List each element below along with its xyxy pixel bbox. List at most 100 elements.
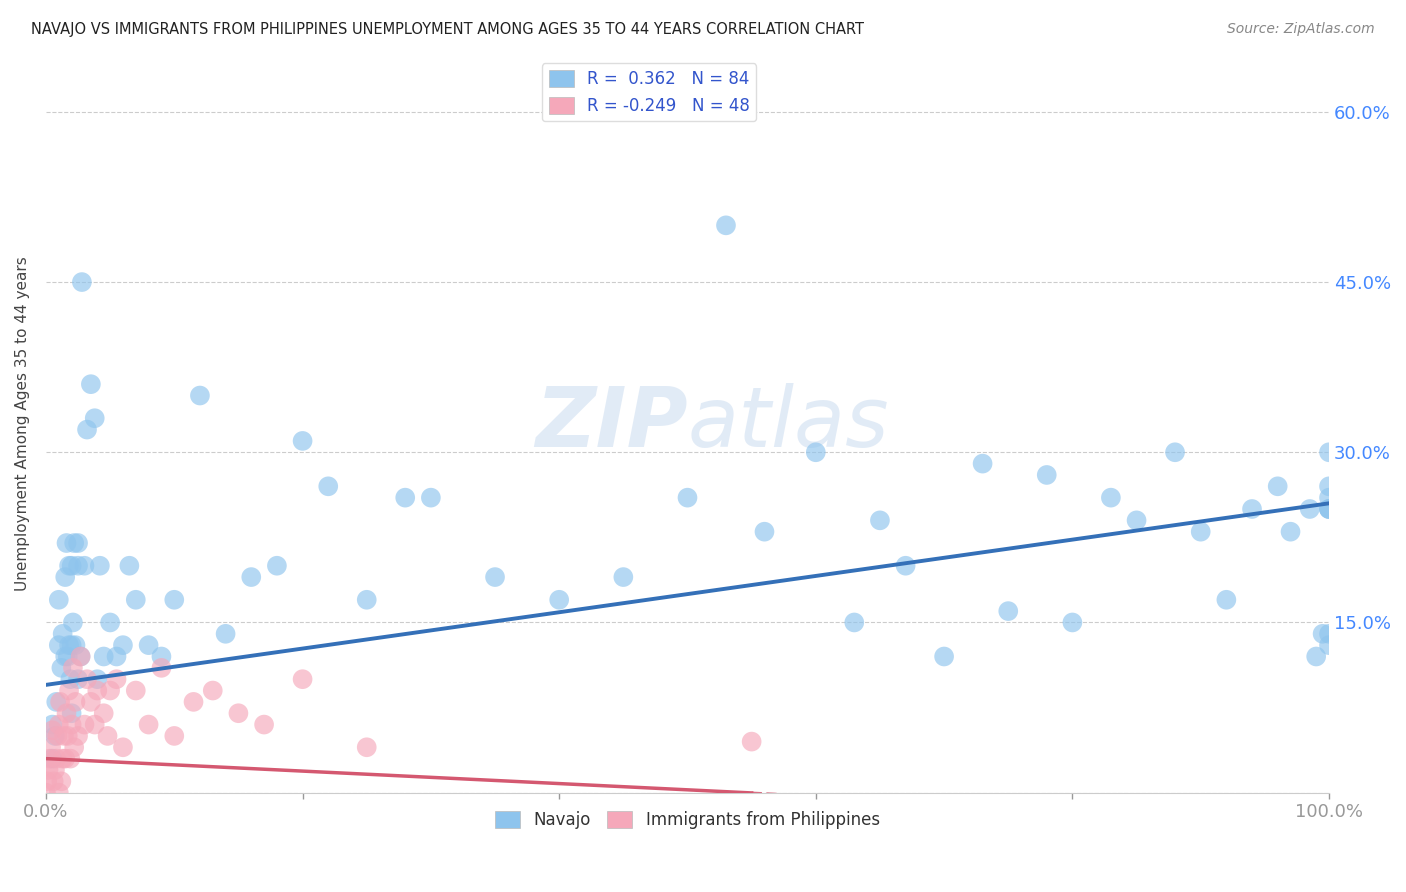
Point: [118, 558, 141, 573]
Point: [69, 649, 91, 664]
Point: [38, 751, 60, 765]
Point: [53, 649, 76, 664]
Point: [741, 734, 763, 748]
Point: [98, 683, 121, 698]
Point: [228, 706, 250, 721]
Point: [65, 638, 87, 652]
Point: [60, 638, 83, 652]
Point: [73, 558, 96, 573]
Point: [291, 672, 314, 686]
Point: [676, 491, 699, 505]
Point: [150, 661, 173, 675]
Point: [1317, 627, 1340, 641]
Point: [804, 445, 827, 459]
Point: [138, 638, 160, 652]
Point: [1215, 592, 1237, 607]
Point: [188, 388, 211, 402]
Point: [754, 524, 776, 539]
Point: [111, 740, 134, 755]
Point: [83, 411, 105, 425]
Point: [240, 570, 263, 584]
Point: [44, 763, 66, 777]
Point: [53, 570, 76, 584]
Point: [37, 774, 59, 789]
Point: [52, 751, 75, 765]
Point: [83, 717, 105, 731]
Point: [41, 751, 63, 765]
Point: [105, 649, 128, 664]
Point: [997, 604, 1019, 618]
Point: [60, 706, 83, 721]
Point: [58, 683, 80, 698]
Point: [80, 695, 103, 709]
Point: [714, 219, 737, 233]
Point: [1317, 502, 1340, 516]
Point: [612, 570, 634, 584]
Point: [894, 558, 917, 573]
Point: [548, 592, 571, 607]
Point: [59, 751, 82, 765]
Point: [86, 672, 108, 686]
Point: [48, 638, 70, 652]
Point: [1279, 524, 1302, 539]
Point: [844, 615, 866, 630]
Point: [111, 638, 134, 652]
Point: [46, 729, 69, 743]
Point: [93, 649, 115, 664]
Point: [67, 558, 90, 573]
Point: [53, 751, 76, 765]
Point: [150, 649, 173, 664]
Point: [51, 661, 73, 675]
Point: [62, 661, 84, 675]
Point: [56, 649, 79, 664]
Point: [98, 615, 121, 630]
Point: [76, 672, 98, 686]
Point: [419, 491, 441, 505]
Point: [51, 774, 73, 789]
Point: [125, 592, 148, 607]
Point: [96, 729, 118, 743]
Point: [1317, 479, 1340, 493]
Point: [60, 717, 83, 731]
Point: [105, 672, 128, 686]
Point: [183, 695, 205, 709]
Point: [67, 536, 90, 550]
Point: [80, 377, 103, 392]
Point: [86, 683, 108, 698]
Point: [1062, 615, 1084, 630]
Legend: Navajo, Immigrants from Philippines: Navajo, Immigrants from Philippines: [488, 805, 887, 836]
Point: [356, 740, 378, 755]
Point: [45, 695, 67, 709]
Point: [39, 740, 62, 755]
Point: [1317, 445, 1340, 459]
Point: [138, 717, 160, 731]
Point: [1035, 467, 1057, 482]
Point: [316, 479, 339, 493]
Point: [356, 592, 378, 607]
Point: [69, 649, 91, 664]
Point: [70, 275, 93, 289]
Point: [63, 740, 86, 755]
Point: [932, 649, 955, 664]
Point: [48, 786, 70, 800]
Point: [55, 706, 77, 721]
Point: [1312, 627, 1334, 641]
Point: [1240, 502, 1263, 516]
Point: [41, 723, 63, 738]
Point: [52, 729, 75, 743]
Point: [869, 513, 891, 527]
Point: [73, 717, 96, 731]
Point: [1317, 502, 1340, 516]
Text: NAVAJO VS IMMIGRANTS FROM PHILIPPINES UNEMPLOYMENT AMONG AGES 35 TO 44 YEARS COR: NAVAJO VS IMMIGRANTS FROM PHILIPPINES UN…: [31, 22, 863, 37]
Text: ZIP: ZIP: [534, 384, 688, 465]
Point: [35, 786, 58, 800]
Point: [1164, 445, 1187, 459]
Point: [93, 706, 115, 721]
Point: [1317, 491, 1340, 505]
Point: [89, 558, 111, 573]
Point: [1189, 524, 1212, 539]
Point: [1099, 491, 1122, 505]
Point: [55, 536, 77, 550]
Y-axis label: Unemployment Among Ages 35 to 44 years: Unemployment Among Ages 35 to 44 years: [15, 257, 30, 591]
Point: [44, 729, 66, 743]
